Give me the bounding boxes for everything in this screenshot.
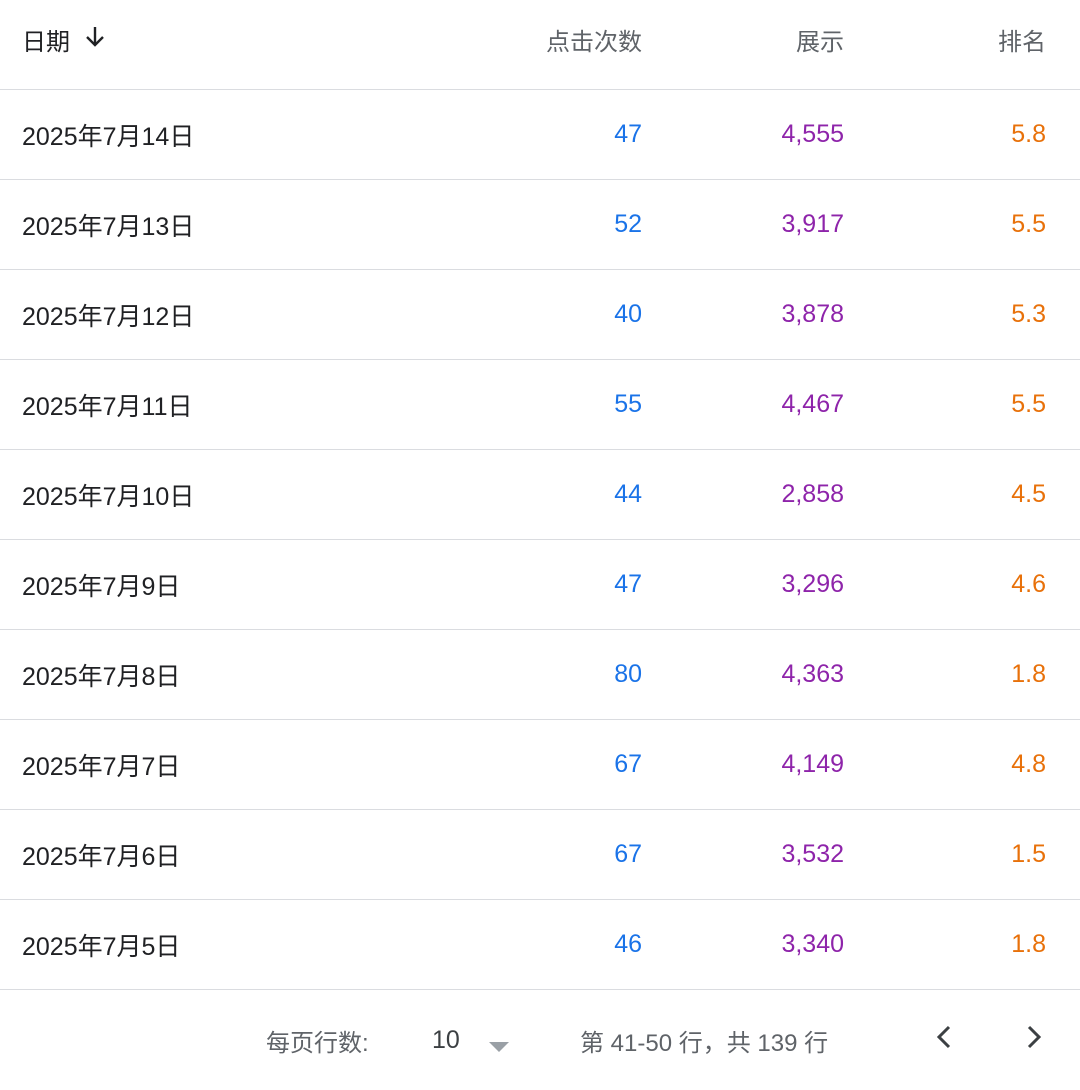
cell-date: 2025年7月8日: [22, 662, 181, 691]
rows-per-page-select[interactable]: 10: [432, 990, 510, 1090]
cell-clicks: 80: [614, 660, 642, 688]
cell-impressions: 3,296: [781, 570, 844, 598]
cell-position: 1.5: [1011, 840, 1046, 868]
cell-date: 2025年7月13日: [22, 212, 195, 241]
cell-impressions: 4,555: [781, 120, 844, 148]
performance-table: 日期 点击次数 展示 排名 2025年7月14日 47 4,555 5.8 2025年7…: [0, 0, 1080, 990]
cell-position: 5.3: [1011, 300, 1046, 328]
cell-position: 4.8: [1011, 750, 1046, 778]
table-row[interactable]: 2025年7月8日 80 4,363 1.8: [0, 630, 1080, 720]
cell-position: 4.5: [1011, 480, 1046, 508]
cell-clicks: 40: [614, 300, 642, 328]
table-row[interactable]: 2025年7月11日 55 4,467 5.5: [0, 360, 1080, 450]
rows-per-page-value: 10: [432, 1025, 460, 1054]
cell-clicks: 67: [614, 750, 642, 778]
prev-page-button[interactable]: [930, 990, 958, 1090]
table-row[interactable]: 2025年7月6日 67 3,532 1.5: [0, 810, 1080, 900]
table-body: 2025年7月14日 47 4,555 5.8 2025年7月13日 52 3,917 5.5…: [0, 90, 1080, 990]
cell-clicks: 52: [614, 210, 642, 238]
cell-position: 5.8: [1011, 120, 1046, 148]
pagination-bar: 每页行数: 10 第 41-50 行，共 139 行: [0, 990, 1080, 1090]
table-row[interactable]: 2025年7月7日 67 4,149 4.8: [0, 720, 1080, 810]
cell-date: 2025年7月12日: [22, 302, 195, 331]
page-range-text: 第 41-50 行，共 139 行: [580, 1029, 829, 1057]
caret-down-icon: [488, 1033, 510, 1052]
cell-clicks: 46: [614, 930, 642, 958]
cell-clicks: 47: [614, 120, 642, 148]
cell-position: 1.8: [1011, 930, 1046, 958]
rows-per-page-label: 每页行数:: [266, 1029, 369, 1057]
cell-impressions: 3,532: [781, 840, 844, 868]
cell-date: 2025年7月11日: [22, 392, 193, 421]
cell-clicks: 44: [614, 480, 642, 508]
arrow-down-icon[interactable]: [84, 22, 106, 50]
cell-clicks: 55: [614, 390, 642, 418]
cell-clicks: 67: [614, 840, 642, 868]
next-page-button[interactable]: [1020, 990, 1048, 1090]
chevron-left-icon: [935, 1024, 953, 1057]
cell-impressions: 4,363: [781, 660, 844, 688]
chevron-right-icon: [1025, 1024, 1043, 1057]
cell-position: 5.5: [1011, 210, 1046, 238]
cell-impressions: 4,467: [781, 390, 844, 418]
table-row[interactable]: 2025年7月12日 40 3,878 5.3: [0, 270, 1080, 360]
cell-date: 2025年7月7日: [22, 752, 181, 781]
cell-impressions: 2,858: [781, 480, 844, 508]
table-row[interactable]: 2025年7月5日 46 3,340 1.8: [0, 900, 1080, 990]
header-date[interactable]: 日期: [22, 0, 106, 89]
cell-date: 2025年7月10日: [22, 482, 195, 511]
table-row[interactable]: 2025年7月13日 52 3,917 5.5: [0, 180, 1080, 270]
cell-impressions: 3,917: [781, 210, 844, 238]
header-clicks[interactable]: 点击次数: [546, 29, 642, 56]
table-row[interactable]: 2025年7月14日 47 4,555 5.8: [0, 90, 1080, 180]
cell-date: 2025年7月5日: [22, 932, 181, 961]
cell-impressions: 3,878: [781, 300, 844, 328]
cell-impressions: 4,149: [781, 750, 844, 778]
header-date-label: 日期: [22, 29, 70, 56]
cell-date: 2025年7月6日: [22, 842, 181, 871]
cell-clicks: 47: [614, 570, 642, 598]
table-header: 日期 点击次数 展示 排名: [0, 0, 1080, 90]
table-row[interactable]: 2025年7月9日 47 3,296 4.6: [0, 540, 1080, 630]
cell-date: 2025年7月14日: [22, 122, 195, 151]
cell-position: 4.6: [1011, 570, 1046, 598]
header-position[interactable]: 排名: [998, 29, 1046, 56]
cell-impressions: 3,340: [781, 930, 844, 958]
cell-date: 2025年7月9日: [22, 572, 181, 601]
header-impressions[interactable]: 展示: [796, 29, 844, 56]
cell-position: 5.5: [1011, 390, 1046, 418]
table-row[interactable]: 2025年7月10日 44 2,858 4.5: [0, 450, 1080, 540]
cell-position: 1.8: [1011, 660, 1046, 688]
